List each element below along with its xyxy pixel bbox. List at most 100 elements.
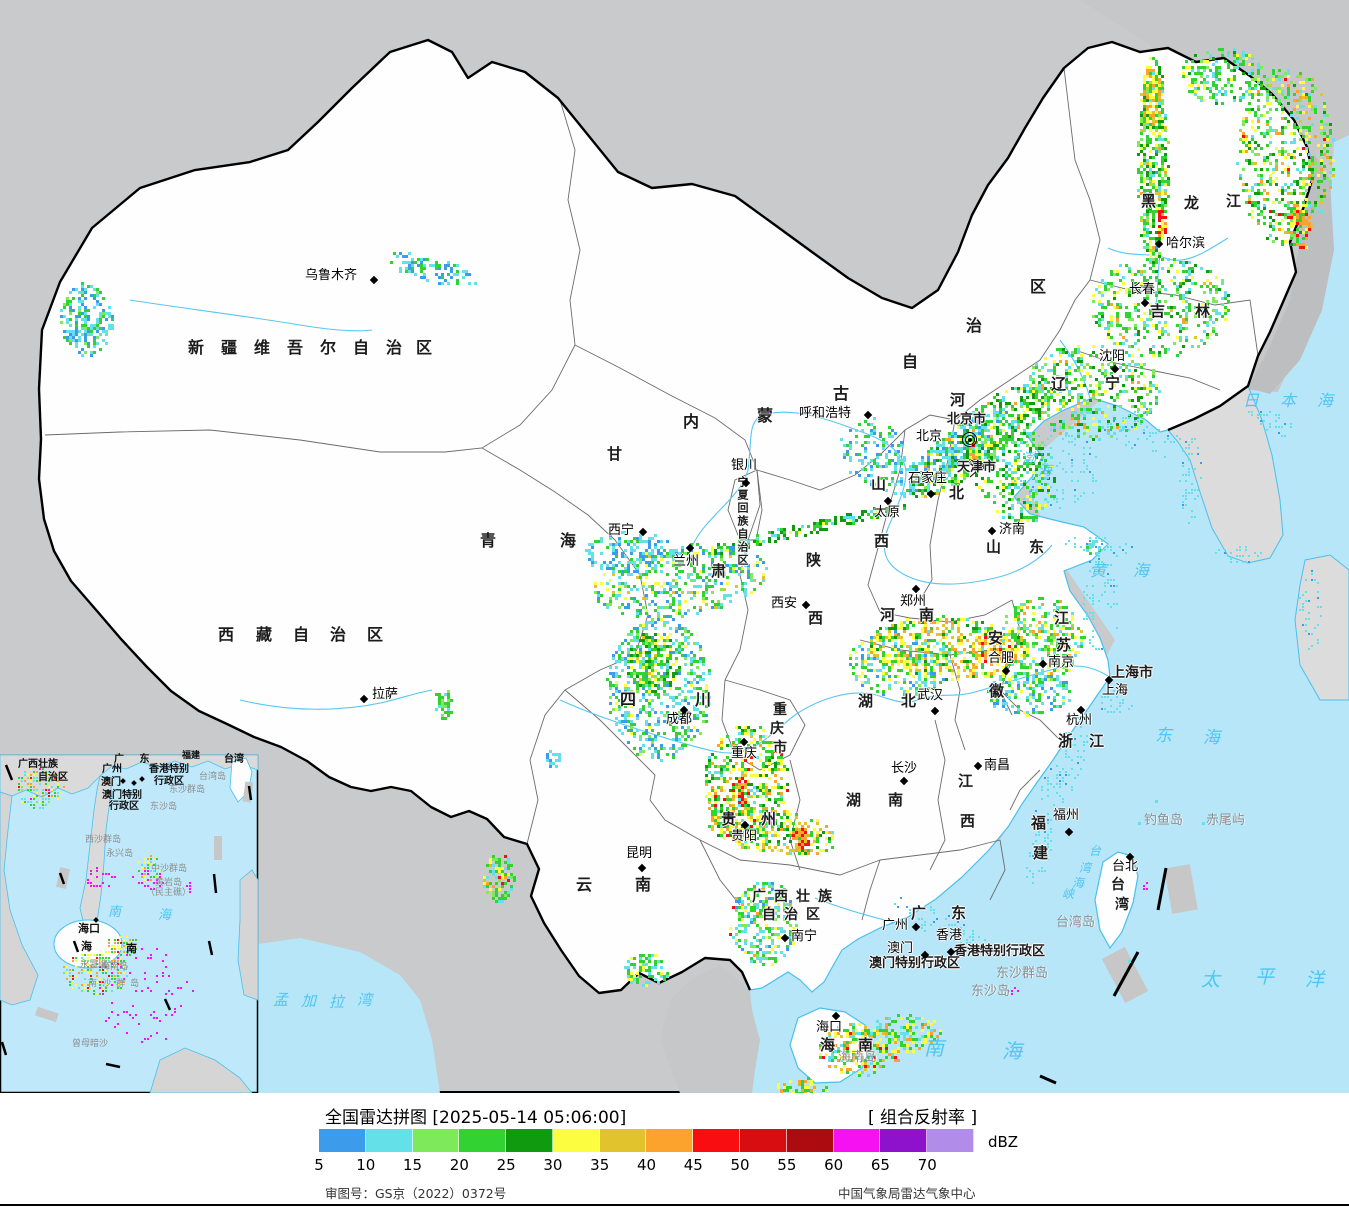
sea-label: 海 — [1038, 463, 1052, 479]
island-label: 东沙岛 — [971, 984, 1011, 999]
reflectivity-colorbar — [319, 1129, 974, 1152]
inset-label: 南沙群岛 — [88, 979, 145, 989]
province-label: 辽 — [1051, 375, 1067, 393]
sea-label: 平 — [1255, 966, 1275, 988]
city-label: 北京 — [916, 429, 943, 444]
legend-tick: 5 — [314, 1156, 324, 1174]
sea-label: 海 — [1072, 876, 1085, 890]
sea-label: 海 — [1317, 391, 1334, 410]
legend-swatch — [693, 1129, 741, 1152]
province-label: 北 — [901, 692, 917, 710]
city-marker — [1001, 666, 1011, 676]
city-label: 南京 — [1048, 655, 1075, 670]
legend-swatch — [599, 1129, 647, 1152]
leader-arrows — [905, 461, 987, 962]
inset-label: 永兴岛 — [106, 849, 134, 859]
city-label: 上海 — [1102, 683, 1129, 698]
legend-swatch — [552, 1129, 600, 1152]
province-label: 山 — [871, 475, 887, 493]
legend-swatch — [412, 1129, 460, 1152]
province-label: 治 — [966, 316, 983, 335]
legend-swatch — [880, 1129, 928, 1152]
province-label: 治 — [386, 338, 403, 357]
legend-tick: 45 — [683, 1156, 703, 1174]
sea-label: 本 — [1280, 391, 1297, 410]
city-marker — [899, 776, 909, 786]
colorbar-ticks: 5 10 15 20 25 30 35 40 45 50 55 60 65 70 — [0, 1156, 1349, 1174]
inset-label: 海 — [81, 940, 92, 953]
province-label: 南 — [635, 875, 652, 894]
sea-label: 台 — [1089, 844, 1102, 858]
inset-label: 广州 — [102, 764, 122, 775]
sea-label: 加 — [301, 992, 317, 1010]
province-label: 北 — [949, 484, 965, 502]
bay-of-bengal — [230, 938, 440, 1093]
island-label: 台湾岛 — [1056, 915, 1096, 930]
province-label: 西 — [218, 625, 235, 644]
island-label: 东沙群岛 — [996, 966, 1049, 981]
sea-label: 拉 — [329, 993, 345, 1011]
province-label: 维 — [254, 338, 271, 357]
province-label: 内 — [683, 412, 700, 431]
legend-swatch — [365, 1129, 413, 1152]
province-label: 州 — [761, 810, 777, 828]
province-label: 庆 — [770, 721, 784, 737]
province-label: 安 — [988, 629, 1004, 647]
legend-tick: 10 — [356, 1156, 376, 1174]
province-label: 东 — [951, 904, 967, 922]
inset-label: （民主礁） — [146, 888, 192, 898]
city-label: 太原 — [874, 505, 901, 520]
city-label: 海口 — [816, 1020, 843, 1035]
province-label: 吉 — [1150, 302, 1166, 320]
sea-label: 太 — [1201, 969, 1221, 991]
inset-label: 南 — [108, 905, 122, 920]
province-label: 湾 — [1115, 897, 1129, 913]
province-label: 江 — [958, 772, 974, 790]
capital-marker — [962, 432, 977, 447]
sea-label: 洋 — [1305, 969, 1325, 991]
vietnam-landmass — [660, 965, 760, 1093]
province-label: 天津市 — [957, 460, 997, 475]
city-label: 南宁 — [791, 929, 818, 944]
province-label: 青 — [480, 531, 497, 550]
inset-label: 行政区 — [109, 801, 139, 812]
city-marker — [973, 761, 983, 771]
province-label: 肃 — [711, 562, 727, 580]
inset-label: 曾母暗沙 — [72, 1039, 109, 1049]
coverage-bars — [1039, 864, 1198, 1085]
primorye-gray-band — [1248, 155, 1334, 394]
province-label: 吾 — [287, 338, 304, 357]
legend-swatch — [786, 1129, 834, 1152]
province-label: 区 — [367, 625, 384, 644]
province-label: 海 — [560, 531, 577, 550]
inset-label: 香港特别 — [149, 764, 189, 775]
city-label: 武汉 — [917, 688, 944, 703]
china-radar-map: 新疆维吾尔自治区西藏自治区青海甘肃内蒙古自治区宁夏回族自治区陕西山西河北山东河南… — [0, 0, 1349, 1093]
city-label: 贵阳 — [731, 829, 758, 844]
island-specks — [1128, 800, 1205, 963]
city-marker — [1154, 239, 1164, 249]
city-marker — [831, 1011, 841, 1021]
legend-tick: 55 — [777, 1156, 797, 1174]
radar-echo-layer — [60, 48, 1335, 1093]
city-marker — [740, 820, 750, 830]
island-label: 海南岛 — [838, 1050, 878, 1065]
legend-tick: 30 — [543, 1156, 563, 1174]
legend-tick: 70 — [917, 1156, 937, 1174]
inset-city-marker — [120, 778, 126, 784]
legend-swatch — [833, 1129, 881, 1152]
inset-label: 广 东 — [114, 754, 156, 765]
sea-label: 海 — [1203, 728, 1220, 748]
city-label: 香港 — [936, 928, 963, 943]
inset-city-marker — [131, 780, 137, 786]
inset-label: 行政区 — [154, 776, 184, 787]
data-credit: 中国气象局雷达气象中心 — [838, 1186, 976, 1201]
city-marker — [863, 410, 873, 420]
city-label: 广州 — [882, 918, 909, 933]
province-label: 河 — [880, 606, 896, 624]
province-label: 建 — [1033, 844, 1049, 862]
city-label: 郑州 — [900, 594, 927, 609]
province-label: 上海市 — [1111, 665, 1153, 681]
province-label: 福 — [1031, 814, 1047, 832]
sea-label: 湾 — [357, 991, 373, 1009]
